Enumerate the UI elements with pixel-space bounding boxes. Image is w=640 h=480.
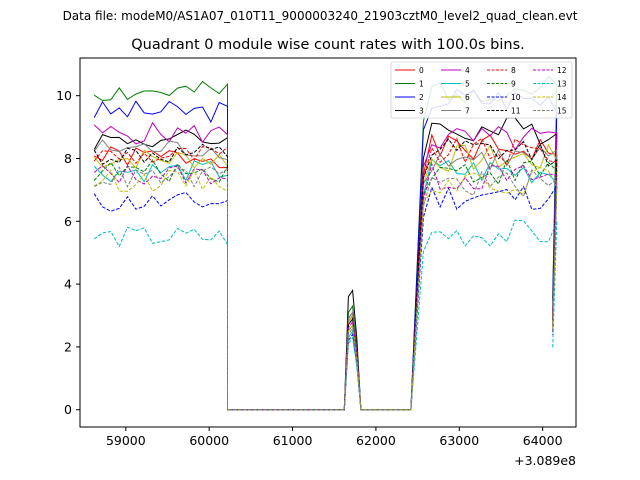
legend-label: 14	[557, 93, 567, 102]
legend-label: 7	[465, 107, 470, 116]
y-tick-label: 8	[64, 151, 72, 166]
x-offset-label: +3.089e8	[514, 453, 576, 468]
legend-label: 10	[511, 93, 521, 102]
series-line-10	[93, 184, 558, 411]
legend-label: 12	[557, 66, 567, 75]
x-tick-label: 60000	[189, 433, 229, 448]
chart-suptitle: Data file: modeM0/AS1A07_010T11_90000032…	[63, 9, 578, 23]
x-tick-label: 62000	[356, 433, 396, 448]
legend-label: 13	[557, 80, 567, 89]
series-line-9	[93, 158, 558, 411]
legend-box	[390, 61, 573, 119]
legend-label: 5	[465, 80, 470, 89]
chart-title: Quadrant 0 module wise count rates with …	[131, 37, 525, 53]
x-tick-label: 64000	[523, 433, 563, 448]
legend-label: 8	[511, 66, 516, 75]
series-line-6	[93, 143, 558, 411]
series-line-12	[93, 162, 558, 411]
axes-frame	[79, 57, 577, 428]
series-line-5	[93, 158, 558, 411]
series-line-8	[93, 137, 558, 411]
series-line-4	[93, 121, 558, 411]
y-tick-label: 0	[64, 402, 72, 417]
y-tick-label: 4	[64, 277, 72, 292]
y-tick-label: 2	[64, 339, 72, 354]
y-tick-label: 10	[56, 88, 72, 103]
y-tick-label: 6	[64, 214, 72, 229]
legend-label: 3	[419, 107, 424, 116]
plot-area	[93, 75, 558, 411]
legend-label: 15	[557, 107, 567, 116]
series-line-14	[93, 167, 558, 411]
legend-label: 0	[419, 66, 424, 75]
legend-label: 6	[465, 93, 470, 102]
series-line-15	[93, 165, 558, 411]
legend-label: 11	[511, 107, 521, 116]
legend-label: 2	[419, 93, 424, 102]
legend-label: 1	[419, 80, 424, 89]
legend-label: 4	[465, 66, 470, 75]
legend-label: 9	[511, 80, 516, 89]
series-line-1	[93, 75, 558, 411]
x-tick-label: 63000	[439, 433, 479, 448]
x-tick-label: 61000	[273, 433, 313, 448]
series-line-13	[93, 219, 558, 411]
x-tick-label: 59000	[106, 433, 146, 448]
